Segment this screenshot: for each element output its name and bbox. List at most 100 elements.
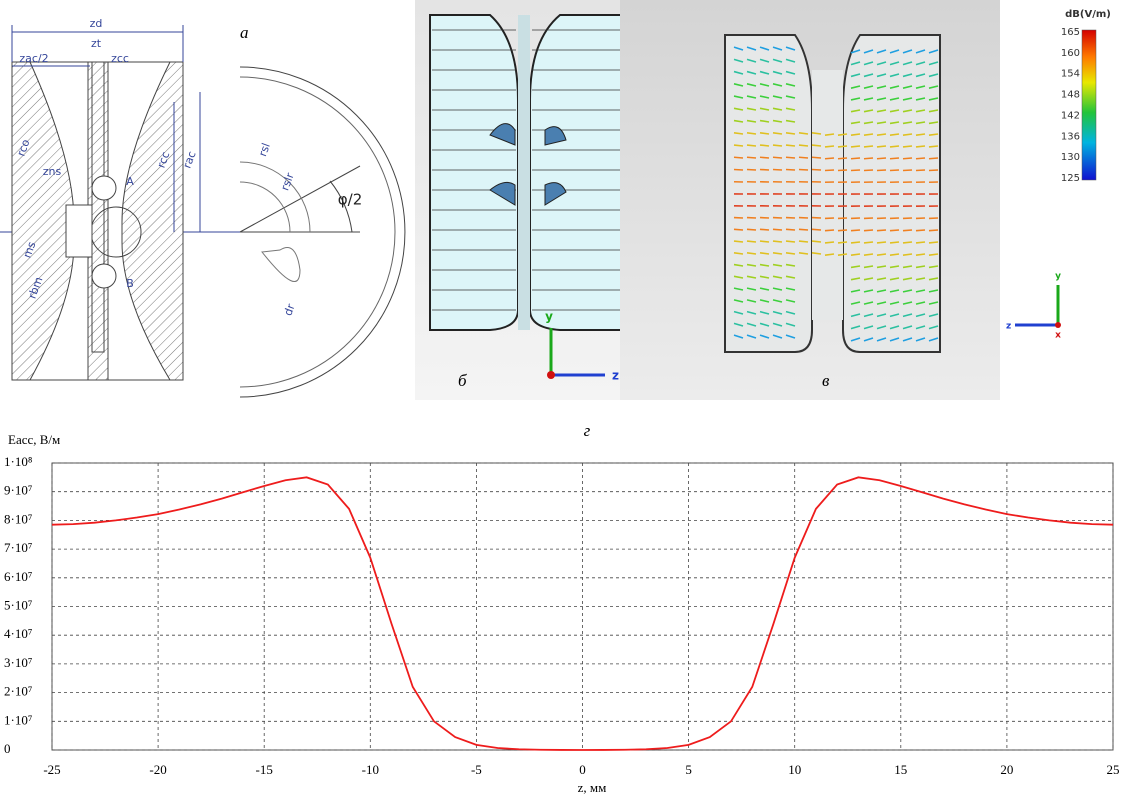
field-arrow [812, 170, 821, 171]
y-tick-label: 3·10⁷ [4, 655, 32, 670]
field-arrow [877, 146, 886, 147]
colorbar-tick-label: 130 [1061, 152, 1080, 163]
field-arrow [903, 242, 912, 243]
field-arrow [786, 241, 795, 242]
chart-title: г [584, 421, 591, 440]
field-arrow [786, 170, 795, 171]
field-arrow [916, 230, 925, 231]
field-arrow [838, 230, 847, 231]
field-arrow [747, 229, 756, 230]
field-arrow [838, 242, 847, 243]
panel-a-drawing [0, 25, 405, 397]
field-arrow [929, 146, 938, 147]
field-arrow [916, 170, 925, 171]
field-arrow [734, 157, 743, 158]
field-arrow [838, 146, 847, 147]
x-tick-label: 15 [894, 762, 907, 777]
field-arrow [929, 170, 938, 171]
colorbar-tick-label: 125 [1061, 173, 1080, 184]
field-arrow [903, 158, 912, 159]
field-arrow [890, 230, 899, 231]
axis-letter: x [1055, 331, 1061, 341]
field-arrow [747, 170, 756, 171]
dimension-label: zcc [111, 52, 129, 65]
field-arrow [799, 157, 808, 158]
field-arrow [773, 145, 782, 146]
field-arrow [786, 229, 795, 230]
x-tick-label: -15 [256, 762, 273, 777]
panel-b-model [415, 0, 625, 400]
field-arrow [799, 229, 808, 230]
field-arrow [916, 158, 925, 159]
x-tick-label: 25 [1107, 762, 1120, 777]
x-tick-label: 0 [579, 762, 586, 777]
field-arrow [825, 242, 834, 243]
figure: zdztzac/2zccrcorccracznsAmsrbmBrslrslrφ/… [0, 0, 1122, 800]
field-arrow [786, 145, 795, 146]
axis-letter: z [612, 369, 619, 383]
field-arrow [877, 242, 886, 243]
field-arrow [864, 230, 873, 231]
y-tick-label: 6·10⁷ [4, 569, 32, 584]
field-arrow [760, 170, 769, 171]
colorbar-tick-label: 136 [1061, 131, 1080, 142]
panel-label: а [240, 23, 249, 42]
field-arrow [734, 241, 743, 242]
colorbar-tick-label: 148 [1061, 90, 1080, 101]
field-arrow [825, 158, 834, 159]
dimension-label: B [126, 277, 134, 290]
field-arrow [734, 229, 743, 230]
field-arrow [851, 158, 860, 159]
field-arrow [877, 170, 886, 171]
field-arrow [734, 170, 743, 171]
dimension-label: zns [43, 165, 62, 178]
field-arrow [903, 146, 912, 147]
y-tick-label: 7·10⁷ [4, 540, 32, 555]
y-axis-label: Eacc, В/м [8, 432, 60, 447]
field-arrow [747, 145, 756, 146]
field-arrow [747, 157, 756, 158]
field-arrow [903, 230, 912, 231]
field-arrow [799, 170, 808, 171]
y-tick-label: 5·10⁷ [4, 597, 32, 612]
field-arrow [760, 145, 769, 146]
field-arrow [760, 229, 769, 230]
x-axis-label: z, мм [578, 780, 607, 795]
x-tick-label: 20 [1000, 762, 1013, 777]
field-arrow [929, 158, 938, 159]
field-arrow [812, 157, 821, 158]
field-arrow [877, 230, 886, 231]
y-tick-label: 4·10⁷ [4, 626, 32, 641]
y-tick-label: 2·10⁷ [4, 684, 32, 699]
y-tick-label: 1·10⁷ [4, 712, 32, 727]
field-arrow [851, 146, 860, 147]
colorbar-tick-label: 160 [1061, 48, 1080, 59]
field-arrow [864, 158, 873, 159]
field-arrow [825, 170, 834, 171]
line-chart: 01·10⁷2·10⁷3·10⁷4·10⁷5·10⁷6·10⁷7·10⁷8·10… [4, 421, 1120, 795]
field-arrow [825, 230, 834, 231]
dimension-label: φ/2 [338, 191, 363, 209]
field-arrow [812, 229, 821, 230]
field-arrow [864, 242, 873, 243]
colorbar-tick-label: 142 [1061, 110, 1080, 121]
field-arrow [864, 146, 873, 147]
field-arrow [851, 242, 860, 243]
field-arrow [890, 170, 899, 171]
axis-letter: y [545, 310, 553, 324]
field-arrow [916, 242, 925, 243]
colorbar-tick-label: 154 [1061, 69, 1080, 80]
field-arrow [773, 157, 782, 158]
field-arrow [864, 170, 873, 171]
field-arrow [838, 158, 847, 159]
y-tick-label: 9·10⁷ [4, 483, 32, 498]
field-arrow [760, 157, 769, 158]
field-arrow [773, 241, 782, 242]
field-arrow [786, 157, 795, 158]
field-arrow [825, 146, 834, 147]
field-arrow [773, 229, 782, 230]
field-arrow [799, 241, 808, 242]
axis-letter: y [1055, 272, 1061, 282]
field-arrow [851, 230, 860, 231]
x-tick-label: 5 [685, 762, 692, 777]
